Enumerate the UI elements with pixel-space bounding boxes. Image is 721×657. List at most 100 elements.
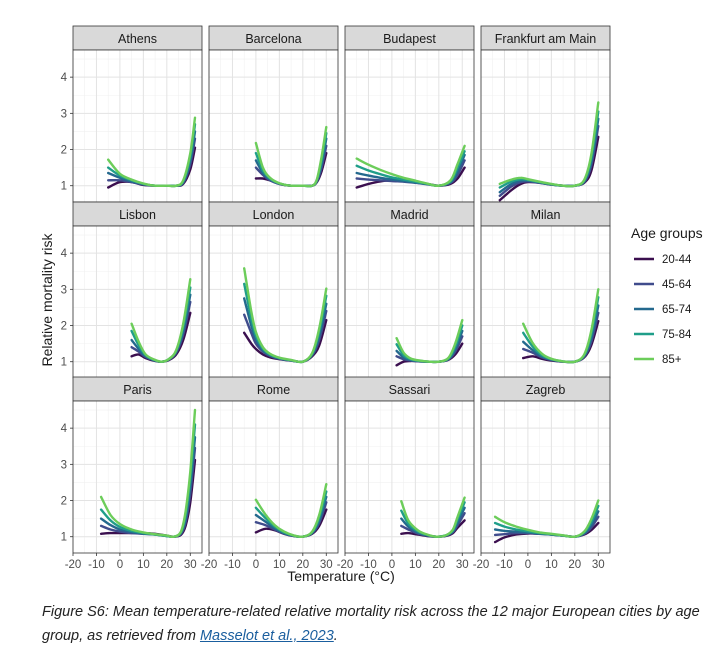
panel-title: Milan [531, 208, 561, 222]
panel-border [344, 400, 475, 554]
panel-strip [72, 201, 203, 227]
panel-strip [344, 376, 475, 402]
plot-area [73, 226, 202, 378]
panel-strip [208, 201, 339, 227]
plot-area [481, 50, 610, 202]
legend-label: 65-74 [662, 304, 692, 316]
panel-title: Sassari [389, 383, 431, 397]
panel-title: Rome [257, 383, 290, 397]
x-tick-label: 30 [456, 559, 469, 571]
figure-caption: Figure S6: Mean temperature-related rela… [42, 600, 702, 648]
panel-title: Paris [123, 383, 151, 397]
legend-label: 85+ [662, 354, 682, 366]
legend-item-20-44: 20-44 [634, 254, 692, 266]
panel-border [480, 400, 611, 554]
panel-london: London [208, 201, 339, 379]
legend-item-85: 85+ [634, 354, 682, 366]
x-tick-label: 20 [432, 559, 445, 571]
x-axis-title: Temperature (°C) [287, 568, 395, 584]
y-tick-label: 2 [61, 321, 67, 333]
legend-item-45-64: 45-64 [634, 279, 692, 291]
y-axis-title: Relative mortality risk [39, 232, 55, 366]
panel-title: Budapest [383, 32, 436, 46]
series-line-85 [254, 483, 328, 539]
panel-milan: Milan [480, 201, 611, 379]
plot-area [73, 401, 202, 553]
y-tick-label: 1 [61, 532, 67, 544]
series-line-85 [522, 288, 600, 364]
y-tick-label: 3 [61, 284, 67, 296]
panel-title: Madrid [390, 208, 428, 222]
panel-title: Athens [118, 32, 157, 46]
series-line-85 [130, 278, 192, 363]
x-tick-label: 20 [296, 559, 309, 571]
x-tick-label: 10 [409, 559, 422, 571]
panel-strip [480, 376, 611, 402]
panel-athens: Athens 1 2 3 4 [61, 25, 203, 203]
y-tick-label: 3 [61, 459, 67, 471]
x-tick-label: 30 [320, 559, 333, 571]
y-tick-label: 1 [61, 357, 67, 369]
x-tick-label: 10 [273, 559, 286, 571]
panel-title: Frankfurt am Main [495, 32, 596, 46]
panel-zagreb: Zagreb -20 -10 0 10 20 30 [473, 376, 611, 571]
x-tick-label: 30 [592, 559, 605, 571]
x-tick-label: -10 [88, 559, 105, 571]
x-tick-label: 20 [160, 559, 173, 571]
x-tick-label: 0 [389, 559, 395, 571]
faceted-line-chart: Athens 1 2 3 4 Barcelona Budapest Frankfurt am … [39, 25, 703, 584]
panel-strip [480, 201, 611, 227]
panel-barcelona: Barcelona [208, 25, 339, 203]
panel-lisbon: Lisbon 1 2 3 4 [61, 201, 203, 379]
x-tick-label: -20 [473, 559, 490, 571]
x-tick-label: 30 [184, 559, 197, 571]
panel-title: Lisbon [119, 208, 156, 222]
panel-strip [344, 25, 475, 51]
panel-title: Barcelona [245, 32, 301, 46]
panel-madrid: Madrid [344, 201, 475, 379]
x-tick-label: -10 [496, 559, 513, 571]
caption-text: Figure S6: Mean temperature-related rela… [42, 604, 700, 644]
series-line-85 [107, 116, 197, 188]
panel-title: Zagreb [526, 383, 566, 397]
x-tick-label: 10 [137, 559, 150, 571]
x-tick-label: 20 [568, 559, 581, 571]
legend-label: 45-64 [662, 279, 692, 291]
series-line-85 [355, 144, 466, 188]
y-tick-label: 2 [61, 145, 67, 157]
x-tick-label: -20 [65, 559, 82, 571]
legend-label: 75-84 [662, 329, 692, 341]
legend-item-75-84: 75-84 [634, 329, 692, 341]
series-line-85 [498, 101, 600, 188]
x-tick-label: 0 [253, 559, 259, 571]
y-tick-label: 1 [61, 181, 67, 193]
y-tick-label: 4 [61, 72, 68, 84]
caption-end: . [333, 628, 338, 644]
x-tick-label: 0 [525, 559, 531, 571]
x-tick-label: 0 [117, 559, 123, 571]
panel-sassari: Sassari -20 -10 0 10 20 30 [337, 376, 475, 571]
x-tick-label: 10 [545, 559, 558, 571]
series-line-85 [254, 125, 328, 188]
panel-strip [480, 25, 611, 51]
legend-item-65-74: 65-74 [634, 304, 692, 316]
legend-label: 20-44 [662, 254, 692, 266]
x-tick-label: -20 [337, 559, 354, 571]
panel-border [208, 400, 339, 554]
panel-rome: Rome -20 -10 0 10 20 30 [201, 376, 339, 571]
plot-area [73, 50, 202, 202]
panel-title: London [253, 208, 295, 222]
series-line-85 [395, 318, 464, 364]
panel-paris: Paris 1 2 3 4 -20 -10 0 10 20 30 [61, 376, 203, 571]
x-tick-label: -10 [224, 559, 241, 571]
y-tick-label: 4 [61, 248, 68, 260]
series-line-85 [99, 408, 197, 539]
y-tick-label: 4 [61, 423, 68, 435]
panel-frankfurt-am-main: Frankfurt am Main [480, 25, 611, 203]
series-line-85 [493, 499, 600, 539]
caption-link[interactable]: Masselot et al., 2023 [199, 628, 334, 644]
y-tick-label: 2 [61, 496, 67, 508]
x-tick-label: -10 [360, 559, 377, 571]
panel-strip [72, 25, 203, 51]
series-line-85 [243, 267, 328, 364]
